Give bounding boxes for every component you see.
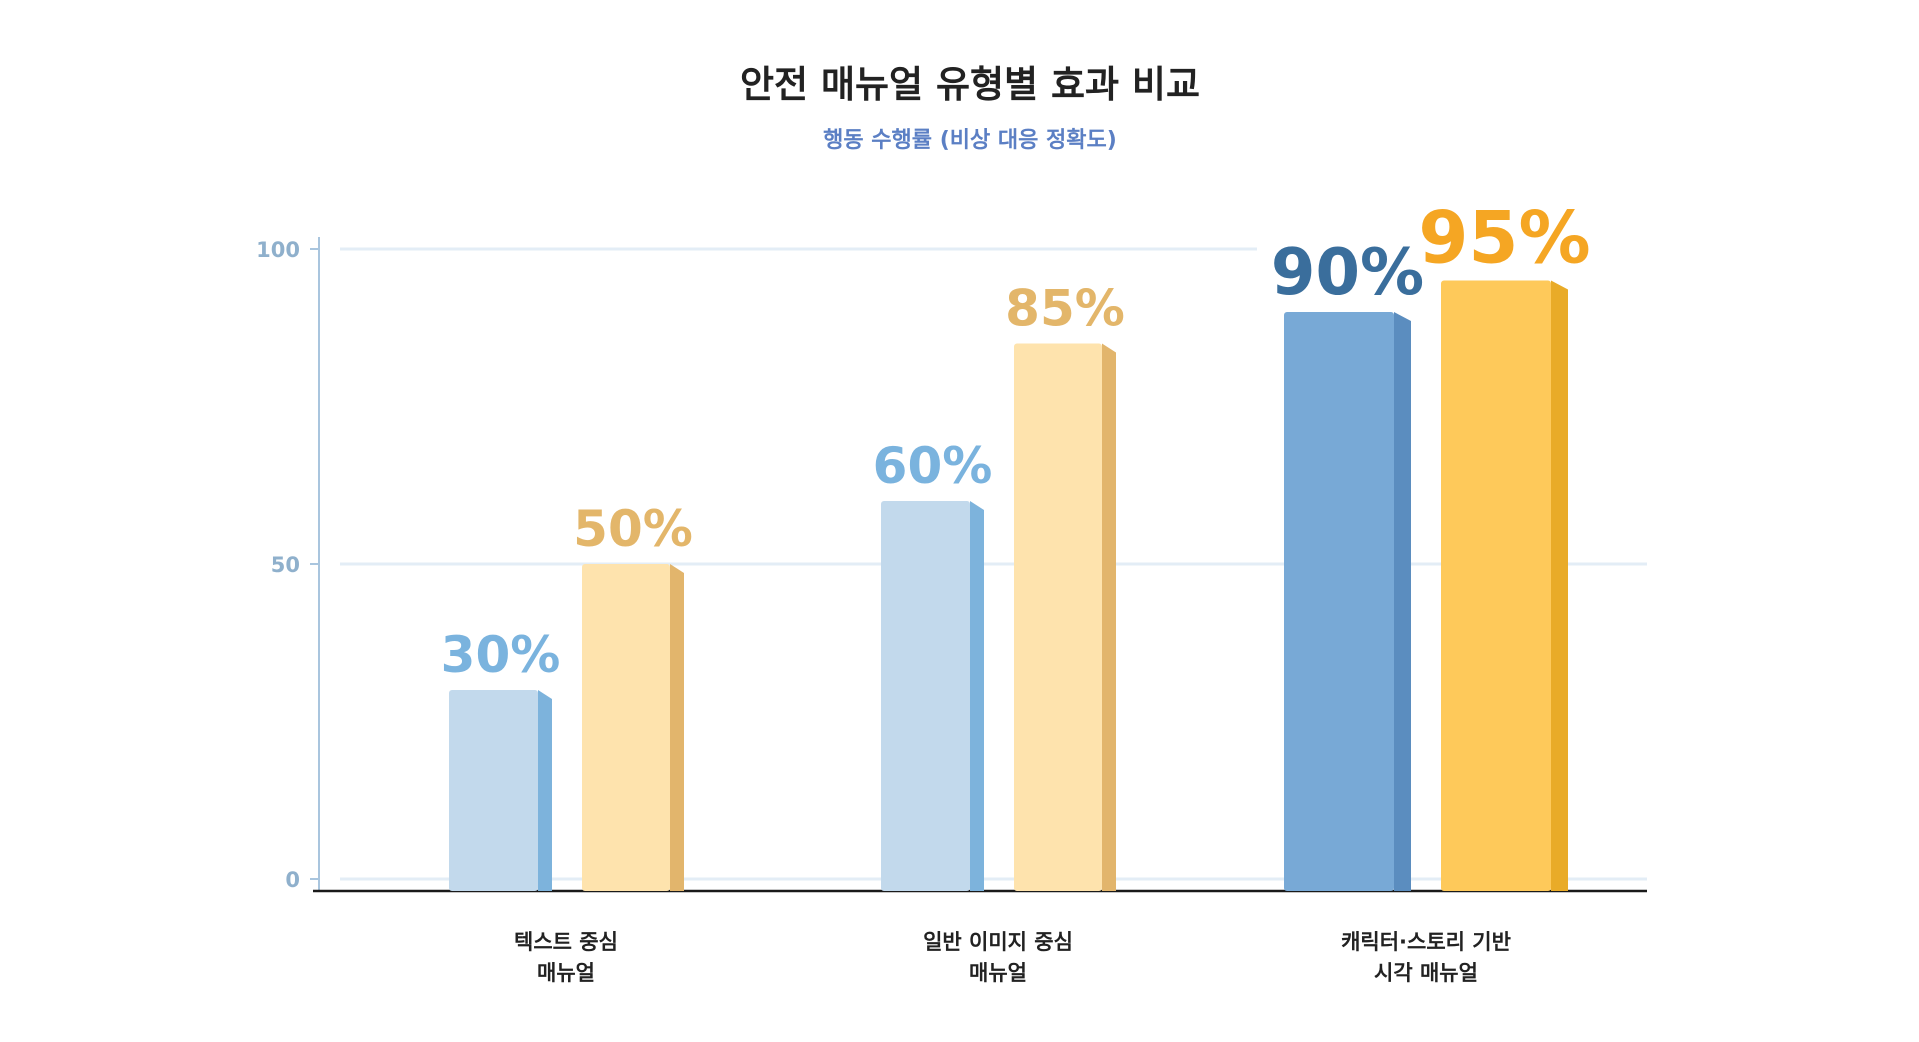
data-label: 85% xyxy=(1005,280,1125,338)
category-label: 텍스트 중심 xyxy=(514,930,618,954)
bar-front xyxy=(582,564,670,891)
data-label: 60% xyxy=(873,437,993,495)
chart-subtitle: 행동 수행률 (비상 대응 정확도) xyxy=(823,128,1117,153)
bar-front xyxy=(1441,280,1551,891)
bar-gold-2: 95% xyxy=(1418,196,1591,891)
bar-gold-1: 85% xyxy=(1005,280,1125,891)
bar-front xyxy=(1284,312,1394,891)
chart-title: 안전 매뉴얼 유형별 효과 비교 xyxy=(740,63,1200,106)
bar-side xyxy=(1551,280,1568,891)
bar-blue-1: 60% xyxy=(873,437,993,891)
data-label: 30% xyxy=(441,626,561,684)
category-label: 일반 이미지 중심 xyxy=(923,930,1073,954)
bar-side xyxy=(1394,312,1411,891)
bar-front xyxy=(1014,343,1102,891)
bar-blue-2: 90% xyxy=(1271,236,1424,891)
gridlines xyxy=(340,247,1647,881)
data-label: 50% xyxy=(573,500,693,558)
bar-side xyxy=(1102,343,1116,891)
data-label: 95% xyxy=(1418,196,1590,280)
bar-blue-0: 30% xyxy=(441,626,561,891)
category-label: 캐릭터·스토리 기반 xyxy=(1341,930,1511,954)
category-label: 시각 매뉴얼 xyxy=(1374,961,1478,985)
category-label: 매뉴얼 xyxy=(537,961,595,985)
category-label: 매뉴얼 xyxy=(969,961,1027,985)
bar-side xyxy=(538,690,552,891)
bar-gold-0: 50% xyxy=(573,500,693,891)
data-label: 90% xyxy=(1271,236,1424,310)
bar-side xyxy=(970,501,984,891)
bars: 30% 60% 90% 50% 85% 95% xyxy=(441,196,1591,891)
bar-front xyxy=(881,501,970,891)
bar-front xyxy=(449,690,538,891)
y-tick-label: 50 xyxy=(271,553,300,577)
bar-side xyxy=(670,564,684,891)
y-tick-label: 0 xyxy=(285,868,300,892)
y-tick-label: 100 xyxy=(256,238,300,262)
